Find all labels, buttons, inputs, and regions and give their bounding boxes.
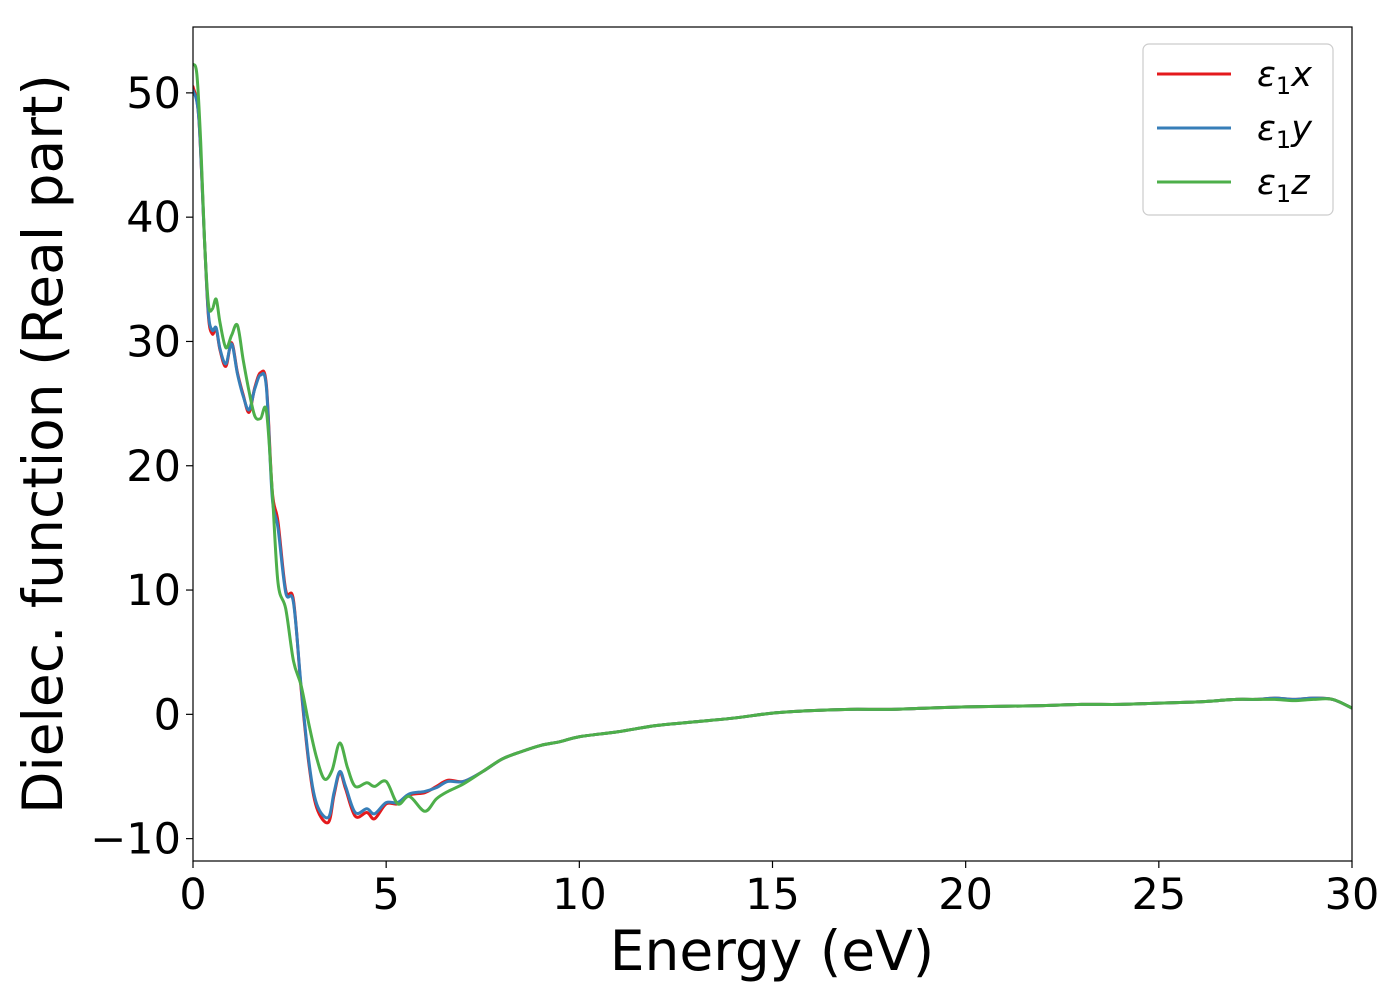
y-tick-label: 0 bbox=[154, 690, 181, 740]
x-tick-label: 25 bbox=[1131, 870, 1186, 920]
x-tick-label: 20 bbox=[938, 870, 993, 920]
y-axis-ticks: −10 0 10 20 30 40 50 bbox=[90, 69, 193, 865]
y-tick-label: 10 bbox=[126, 566, 181, 616]
x-tick-label: 30 bbox=[1325, 870, 1380, 920]
legend: ε1x ε1y ε1z bbox=[1142, 43, 1334, 216]
y-tick-label: −10 bbox=[90, 815, 181, 865]
legend-label-z: ε1z bbox=[1257, 163, 1310, 208]
x-tick-label: 10 bbox=[552, 870, 607, 920]
y-tick-label: 20 bbox=[126, 442, 181, 492]
x-axis-ticks: 0 5 10 15 20 25 30 bbox=[179, 861, 1379, 920]
x-tick-label: 0 bbox=[179, 870, 206, 920]
x-tick-label: 15 bbox=[745, 870, 800, 920]
x-axis-label: Energy (eV) bbox=[610, 919, 934, 983]
y-tick-label: 40 bbox=[126, 193, 181, 243]
series-layer bbox=[193, 62, 1352, 825]
legend-label-x: ε1x bbox=[1257, 55, 1312, 100]
legend-box bbox=[1142, 43, 1334, 216]
series-line-z bbox=[193, 62, 1352, 813]
legend-label-y: ε1y bbox=[1257, 109, 1313, 154]
x-tick-label: 5 bbox=[372, 870, 399, 920]
y-tick-label: 50 bbox=[126, 69, 181, 119]
y-axis-label: Dielec. function (Real part) bbox=[11, 74, 75, 814]
y-tick-label: 30 bbox=[126, 317, 181, 367]
